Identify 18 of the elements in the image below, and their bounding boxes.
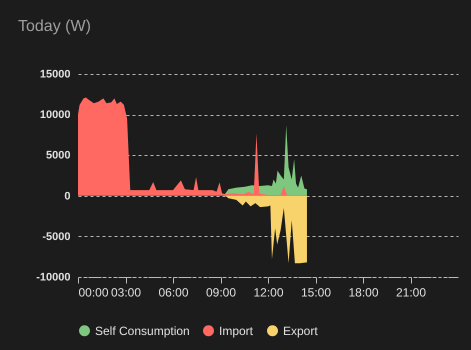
legend-label: Export [283, 324, 318, 338]
x-tick-label: 21:00 [396, 286, 426, 300]
x-tick-label: 12:00 [253, 286, 284, 300]
y-tick-label: 10000 [40, 109, 70, 122]
y-tick-label: -5000 [42, 230, 70, 243]
legend-label: Self Consumption [95, 324, 190, 338]
y-tick-label: 15000 [40, 68, 70, 80]
y-tick-label: 0 [64, 190, 70, 202]
x-tick-label: 00:00 [78, 286, 109, 300]
y-tick-label: 5000 [46, 150, 70, 162]
x-tick-label: 15:00 [300, 286, 332, 300]
legend-label: Import [219, 324, 254, 338]
y-tick-label: -10000 [36, 272, 70, 284]
chart-title: Today (W) [18, 18, 91, 35]
x-tick-label: 06:00 [158, 286, 189, 300]
x-tick-label: 18:00 [348, 286, 379, 300]
x-tick-label: 03:00 [110, 286, 142, 300]
x-tick-label: 09:00 [206, 286, 236, 300]
